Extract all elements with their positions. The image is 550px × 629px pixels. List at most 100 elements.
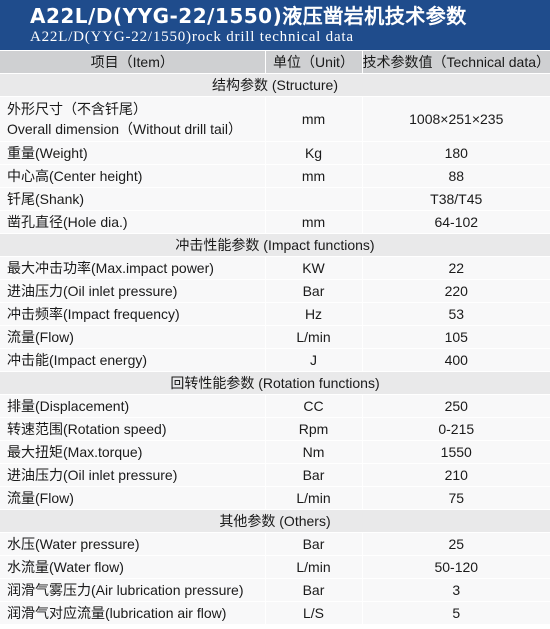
item-cell: 重量(Weight) [0,141,265,165]
item-label: 重量(Weight) [7,145,88,161]
title-banner: A22L/D(YYG-22/1550)液压凿岩机技术参数 A22L/D(YYG-… [0,0,550,50]
unit-cell: L/S [264,601,362,625]
item-label: 最大扭矩(Max.torque) [7,444,143,460]
section-title: 冲击性能参数 (Impact functions) [0,233,550,257]
item-cell: 转速范围(Rotation speed) [0,417,265,441]
value-cell: 180 [361,141,550,165]
unit-cell: L/min [264,555,362,579]
table-header-row: 项目（Item） 单位（Unit） 技术参数值（Technical data） [0,51,550,74]
item-label: 中心高(Center height) [7,168,143,184]
value-cell: 220 [361,279,550,303]
unit-cell: Hz [264,302,362,326]
value-cell: 250 [361,394,550,418]
item-cell: 进油压力(Oil inlet pressure) [0,279,265,303]
table-row: 钎尾(Shank) T38/T45 [0,187,550,211]
table-row: 凿孔直径(Hole dia.) mm 64-102 [0,210,550,234]
table-row: 外形尺寸（不含钎尾） Overall dimension（Without dril… [0,96,550,142]
table-row: 最大扭矩(Max.torque) Nm 1550 [0,440,550,464]
unit-cell: Kg [264,141,362,165]
value-cell: 64-102 [361,210,550,234]
value-cell: 25 [361,532,550,556]
item-cell: 流量(Flow) [0,486,265,510]
item-label: 进油压力(Oil inlet pressure) [7,467,178,483]
section-header-row: 其他参数 (Others) [0,509,550,533]
section-header-row: 冲击性能参数 (Impact functions) [0,233,550,257]
item-label: 钎尾(Shank) [7,191,85,207]
item-cell: 水流量(Water flow) [0,555,265,579]
item-cell: 流量(Flow) [0,325,265,349]
value-cell: T38/T45 [361,187,550,211]
column-header-unit: 单位（Unit） [264,51,362,74]
unit-cell: mm [264,96,362,142]
value-cell: 22 [361,256,550,280]
section-header-row: 结构参数 (Structure) [0,73,550,97]
item-cell: 凿孔直径(Hole dia.) [0,210,265,234]
column-header-item: 项目（Item） [0,51,265,74]
value-cell: 88 [361,164,550,188]
item-label: 进油压力(Oil inlet pressure) [7,283,178,299]
unit-cell: Bar [264,532,362,556]
table-row: 最大冲击功率(Max.impact power) KW 22 [0,256,550,280]
unit-cell [264,187,362,211]
unit-cell: mm [264,164,362,188]
unit-cell: Rpm [264,417,362,441]
unit-cell: L/min [264,486,362,510]
item-label: 流量(Flow) [7,329,74,345]
item-label: 凿孔直径(Hole dia.) [7,214,128,230]
item-cell: 润滑气对应流量(lubrication air flow) [0,601,265,625]
item-cell: 最大扭矩(Max.torque) [0,440,265,464]
table-row: 重量(Weight) Kg 180 [0,141,550,165]
value-cell: 210 [361,463,550,487]
unit-cell: Bar [264,578,362,602]
table-row: 水压(Water pressure) Bar 25 [0,532,550,556]
table-row: 转速范围(Rotation speed) Rpm 0-215 [0,417,550,441]
item-label: 润滑气雾压力(Air lubrication pressure) [7,582,244,598]
section-header-row: 回转性能参数 (Rotation functions) [0,371,550,395]
value-cell: 1550 [361,440,550,464]
section-title: 回转性能参数 (Rotation functions) [0,371,550,395]
item-cell: 钎尾(Shank) [0,187,265,211]
unit-cell: Bar [264,279,362,303]
item-cell: 水压(Water pressure) [0,532,265,556]
value-cell: 0-215 [361,417,550,441]
section-title: 结构参数 (Structure) [0,73,550,97]
table-row: 进油压力(Oil inlet pressure) Bar 210 [0,463,550,487]
column-header-value: 技术参数值（Technical data） [361,51,550,74]
table-row: 进油压力(Oil inlet pressure) Bar 220 [0,279,550,303]
item-label: 流量(Flow) [7,490,74,506]
unit-cell: J [264,348,362,372]
item-cell: 冲击频率(Impact frequency) [0,302,265,326]
item-cell: 进油压力(Oil inlet pressure) [0,463,265,487]
item-label: 外形尺寸（不含钎尾） [7,101,147,117]
table-row: 润滑气雾压力(Air lubrication pressure) Bar 3 [0,578,550,602]
value-cell: 3 [361,578,550,602]
unit-cell: L/min [264,325,362,349]
value-cell: 75 [361,486,550,510]
item-cell: 排量(Displacement) [0,394,265,418]
table-row: 润滑气对应流量(lubrication air flow) L/S 5 [0,601,550,625]
item-cell: 中心高(Center height) [0,164,265,188]
value-cell: 105 [361,325,550,349]
unit-cell: CC [264,394,362,418]
item-label: 转速范围(Rotation speed) [7,421,167,437]
item-cell: 润滑气雾压力(Air lubrication pressure) [0,578,265,602]
item-label: 冲击频率(Impact frequency) [7,306,180,322]
spec-table: 项目（Item） 单位（Unit） 技术参数值（Technical data） … [0,51,550,625]
unit-cell: Bar [264,463,362,487]
table-row: 水流量(Water flow) L/min 50-120 [0,555,550,579]
unit-cell: KW [264,256,362,280]
item-cell: 冲击能(Impact energy) [0,348,265,372]
value-cell: 53 [361,302,550,326]
item-label: 最大冲击功率(Max.impact power) [7,260,214,276]
title-english: A22L/D(YYG-22/1550)rock drill technical … [30,29,354,45]
table-row: 排量(Displacement) CC 250 [0,394,550,418]
item-cell: 最大冲击功率(Max.impact power) [0,256,265,280]
item-label: 水压(Water pressure) [7,536,140,552]
table-row: 冲击能(Impact energy) J 400 [0,348,550,372]
item-label: 排量(Displacement) [7,398,130,414]
item-label-english: Overall dimension（Without drill tail） [7,121,242,137]
section-title: 其他参数 (Others) [0,509,550,533]
unit-cell: Nm [264,440,362,464]
title-chinese: A22L/D(YYG-22/1550)液压凿岩机技术参数 [30,4,467,28]
table-row: 流量(Flow) L/min 105 [0,325,550,349]
